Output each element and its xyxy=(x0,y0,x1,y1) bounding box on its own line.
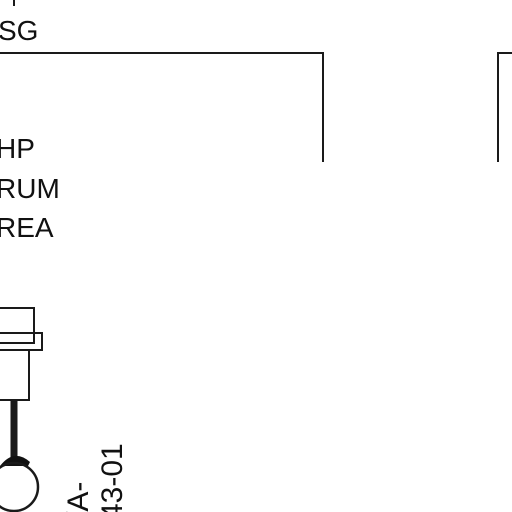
connector-housing-outer xyxy=(0,307,35,344)
label-hp: HP xyxy=(0,133,35,164)
bracket-left xyxy=(0,52,324,162)
label-rea: REA xyxy=(0,212,54,243)
connector-frame xyxy=(0,349,30,401)
bracket-right xyxy=(497,52,512,162)
connector-housing-inner xyxy=(0,332,43,351)
label-rum: RUM xyxy=(0,173,60,204)
vertical-label-2: 43-01 xyxy=(96,443,129,512)
terminal-circle xyxy=(0,461,40,512)
vertical-label-1: /A- xyxy=(62,482,95,512)
top-partial-label: SG xyxy=(0,15,38,46)
